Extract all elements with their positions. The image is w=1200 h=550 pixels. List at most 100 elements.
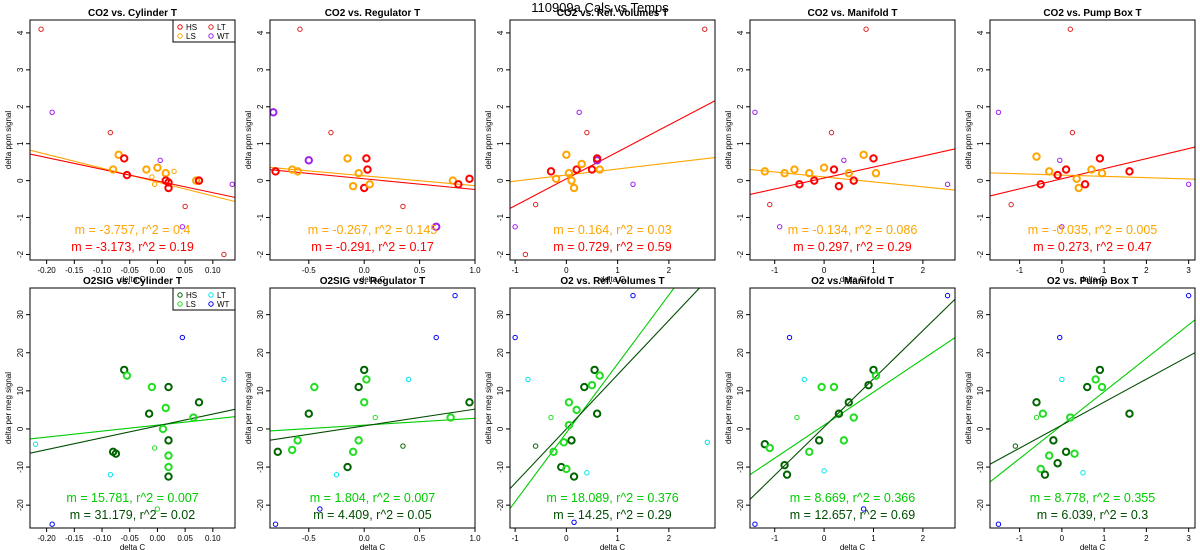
fit-annotation: m = 0.273, r^2 = 0.47 xyxy=(1033,240,1151,254)
y-tick-label: -2 xyxy=(736,250,745,258)
y-tick-label: -20 xyxy=(256,499,265,511)
fit-line xyxy=(270,408,475,441)
fit-line xyxy=(30,408,235,454)
data-point xyxy=(805,447,814,457)
data-point xyxy=(448,176,458,185)
fit-line xyxy=(30,416,235,440)
x-tick-label: 0.10 xyxy=(205,266,221,275)
data-point xyxy=(343,462,352,472)
plot-frame xyxy=(509,19,716,261)
fit-line xyxy=(510,156,715,183)
data-point xyxy=(944,292,951,299)
data-point xyxy=(49,109,55,116)
y-tick-label: -10 xyxy=(496,461,505,473)
data-point xyxy=(1083,382,1092,392)
data-point xyxy=(512,224,518,230)
y-tick-label: 10 xyxy=(496,386,505,395)
data-point xyxy=(363,165,372,174)
legend-marker xyxy=(177,33,183,39)
fit-line xyxy=(510,288,675,509)
data-point xyxy=(592,154,602,163)
data-point xyxy=(107,129,114,136)
y-tick-label: 4 xyxy=(976,30,985,35)
fit-lines xyxy=(750,298,955,500)
x-tick-label: 0.0 xyxy=(359,266,371,275)
data-point xyxy=(1185,292,1192,299)
data-point xyxy=(151,445,158,451)
data-point xyxy=(562,150,571,159)
fit-line xyxy=(990,172,1195,180)
x-tick-label: 2 xyxy=(921,266,926,275)
data-point xyxy=(1008,201,1014,208)
data-point xyxy=(310,382,319,392)
y-tick-label: 2 xyxy=(256,104,265,109)
legend-box xyxy=(172,287,236,311)
data-point xyxy=(569,183,579,193)
data-point xyxy=(576,109,582,116)
x-axis-label: delta C xyxy=(120,275,146,284)
panel-2: CO2 vs. Regulator T -0.5 0.0 0.5 1.0 delta C -… xyxy=(244,8,481,284)
data-point xyxy=(1125,167,1134,176)
fit-annotation: m = 15.781, r^2 = 0.007 xyxy=(66,491,198,505)
data-point xyxy=(1059,224,1065,230)
data-point xyxy=(1125,409,1134,418)
panel-title: CO2 vs. Ref. Volumes T xyxy=(557,8,669,19)
data-point xyxy=(1185,181,1192,188)
data-point xyxy=(164,451,173,460)
data-point xyxy=(525,376,531,383)
data-points xyxy=(32,292,235,527)
x-tick-label: -0.15 xyxy=(65,534,84,543)
data-point xyxy=(142,165,151,174)
panel-title: O2SIG vs. Cylinder T xyxy=(83,276,182,287)
data-point xyxy=(782,470,792,479)
data-point xyxy=(849,413,858,422)
data-point xyxy=(362,375,371,384)
data-point xyxy=(546,167,556,176)
fit-lines xyxy=(510,288,701,509)
x-tick-label: 2 xyxy=(1144,534,1149,543)
data-point xyxy=(354,436,363,445)
legend-marker xyxy=(208,33,214,39)
data-point xyxy=(780,460,789,470)
fit-annotation: m = 1.804, r^2 = 0.007 xyxy=(310,491,435,505)
data-point xyxy=(864,380,873,390)
data-points xyxy=(272,292,474,527)
data-point xyxy=(348,181,358,191)
x-axis-label: delta C xyxy=(600,275,626,284)
y-tick-label: 0 xyxy=(16,426,25,431)
fit-annotation: m = -0.134, r^2 = 0.086 xyxy=(788,223,918,237)
data-point xyxy=(587,165,597,174)
plot-frame xyxy=(509,287,716,529)
x-tick-label: 1 xyxy=(871,266,876,275)
y-tick-label: 10 xyxy=(256,386,265,395)
data-point xyxy=(122,371,132,380)
data-point xyxy=(359,398,369,407)
y-tick-label: 4 xyxy=(736,30,745,35)
data-point xyxy=(328,129,334,136)
data-point xyxy=(189,413,198,422)
figure-title: 110909a Cals vs Temps xyxy=(531,0,669,15)
data-point xyxy=(587,380,597,390)
data-point xyxy=(161,403,170,413)
x-tick-label: 3 xyxy=(1186,534,1191,543)
data-point xyxy=(270,108,278,117)
data-point xyxy=(564,420,574,430)
data-point xyxy=(164,462,173,472)
x-tick-label: 0 xyxy=(564,266,569,275)
fit-line xyxy=(990,352,1195,465)
data-point xyxy=(1066,413,1075,422)
data-point xyxy=(814,436,824,445)
data-point xyxy=(1061,447,1071,457)
data-point xyxy=(584,470,590,476)
data-point xyxy=(465,174,474,183)
data-point xyxy=(569,472,579,481)
data-point xyxy=(760,167,770,176)
y-tick-label: 0 xyxy=(256,426,265,431)
data-point xyxy=(144,409,154,418)
data-point xyxy=(571,519,577,525)
x-tick-label: 1 xyxy=(615,534,620,543)
data-point xyxy=(317,506,323,512)
data-point xyxy=(293,167,302,176)
data-point xyxy=(157,157,163,164)
